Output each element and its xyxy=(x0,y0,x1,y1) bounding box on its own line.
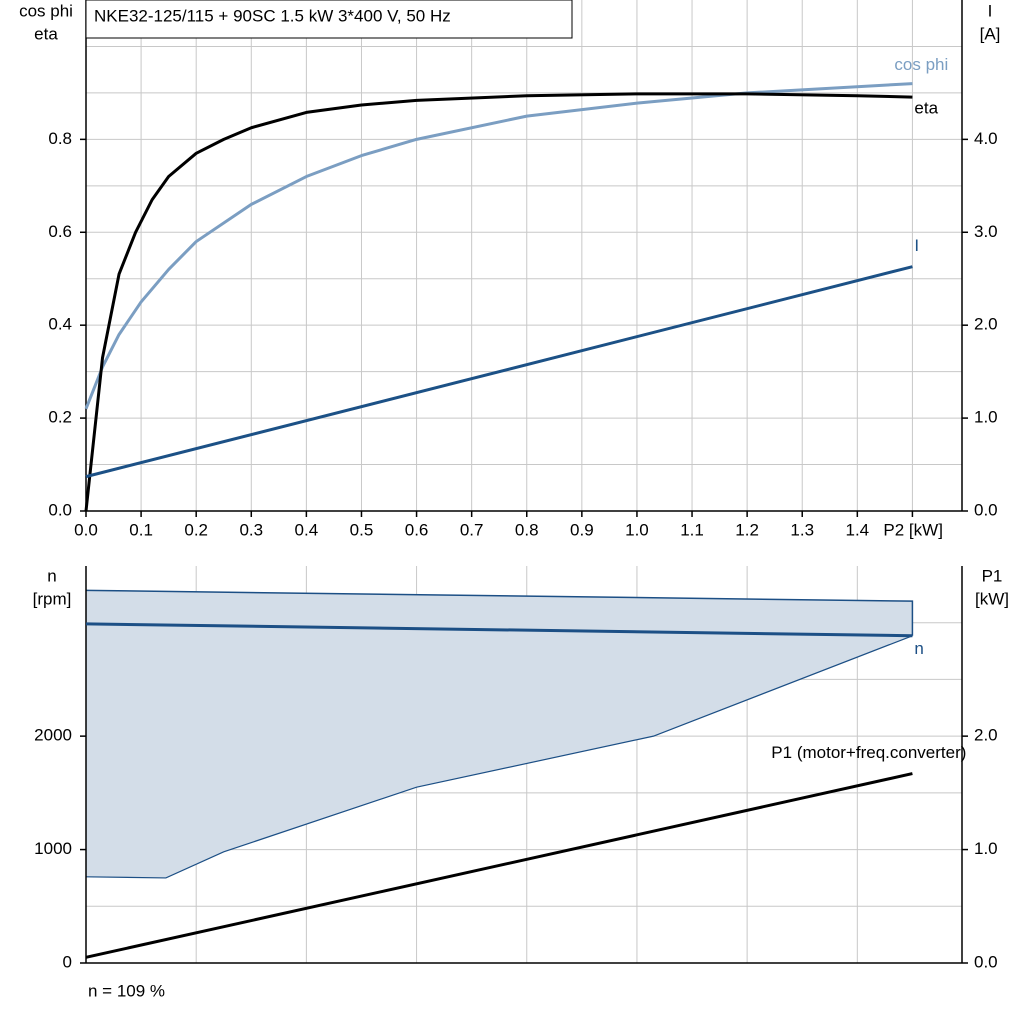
series-label: n xyxy=(914,639,923,658)
y2-axis-label: [A] xyxy=(980,24,1001,43)
y2-tick-label: 1.0 xyxy=(974,839,998,858)
y-tick-label: 0.0 xyxy=(48,500,72,519)
y-axis-label: n xyxy=(47,566,56,585)
title-box xyxy=(85,0,573,39)
x-tick-label: 0.1 xyxy=(129,520,153,539)
x-tick-label: 1.0 xyxy=(625,520,649,539)
y-tick-label: 0 xyxy=(63,952,72,971)
series-label: eta xyxy=(914,99,938,118)
x-tick-label: 1.2 xyxy=(735,520,759,539)
x-tick-label: 0.0 xyxy=(74,520,98,539)
y2-axis-label: I xyxy=(988,1,993,20)
x-tick-label: 0.6 xyxy=(405,520,429,539)
y2-tick-label: 4.0 xyxy=(974,129,998,148)
x-tick-label: 0.7 xyxy=(460,520,484,539)
x-tick-label: 0.5 xyxy=(350,520,374,539)
y-tick-label: 0.2 xyxy=(48,408,72,427)
y-tick-label: 2000 xyxy=(34,726,72,745)
x-tick-label: 1.1 xyxy=(680,520,704,539)
series-line xyxy=(85,772,913,959)
y2-tick-label: 2.0 xyxy=(974,726,998,745)
series-line xyxy=(85,622,913,638)
y-tick-label: 0.8 xyxy=(48,129,72,148)
x-tick-label: 1.4 xyxy=(846,520,870,539)
y-tick-label: 1000 xyxy=(34,839,72,858)
y2-tick-label: 1.0 xyxy=(974,408,998,427)
chart-title: NKE32-125/115 + 90SC 1.5 kW 3*400 V, 50 … xyxy=(94,6,451,25)
y2-tick-label: 0.0 xyxy=(974,952,998,971)
y2-axis-label: [kW] xyxy=(975,589,1009,608)
range-upper xyxy=(85,589,914,636)
series-label: I xyxy=(914,236,919,255)
x-tick-label: 0.9 xyxy=(570,520,594,539)
y2-tick-label: 0.0 xyxy=(974,500,998,519)
series-label: P1 (motor+freq.converter) xyxy=(771,743,966,762)
y-axis-label: [rpm] xyxy=(33,589,72,608)
y-tick-label: 0.6 xyxy=(48,222,72,241)
series-line xyxy=(85,265,913,479)
y2-tick-label: 2.0 xyxy=(974,315,998,334)
x-tick-label: P2 [kW] xyxy=(883,520,943,539)
x-tick-label: 0.3 xyxy=(239,520,263,539)
series-line xyxy=(84,82,913,410)
y2-axis-label: P1 xyxy=(982,566,1003,585)
x-tick-label: 0.8 xyxy=(515,520,539,539)
x-tick-label: 0.4 xyxy=(295,520,319,539)
y-axis-label: eta xyxy=(34,24,58,43)
range-area xyxy=(86,590,913,878)
x-tick-label: 1.3 xyxy=(790,520,814,539)
y-axis-label: cos phi xyxy=(19,1,73,20)
series-label: cos phi xyxy=(894,55,948,74)
range-lower xyxy=(85,635,913,879)
series-line xyxy=(84,92,913,512)
note: n = 109 % xyxy=(88,981,165,1000)
y2-tick-label: 3.0 xyxy=(974,222,998,241)
y-tick-label: 0.4 xyxy=(48,315,72,334)
x-tick-label: 0.2 xyxy=(184,520,208,539)
